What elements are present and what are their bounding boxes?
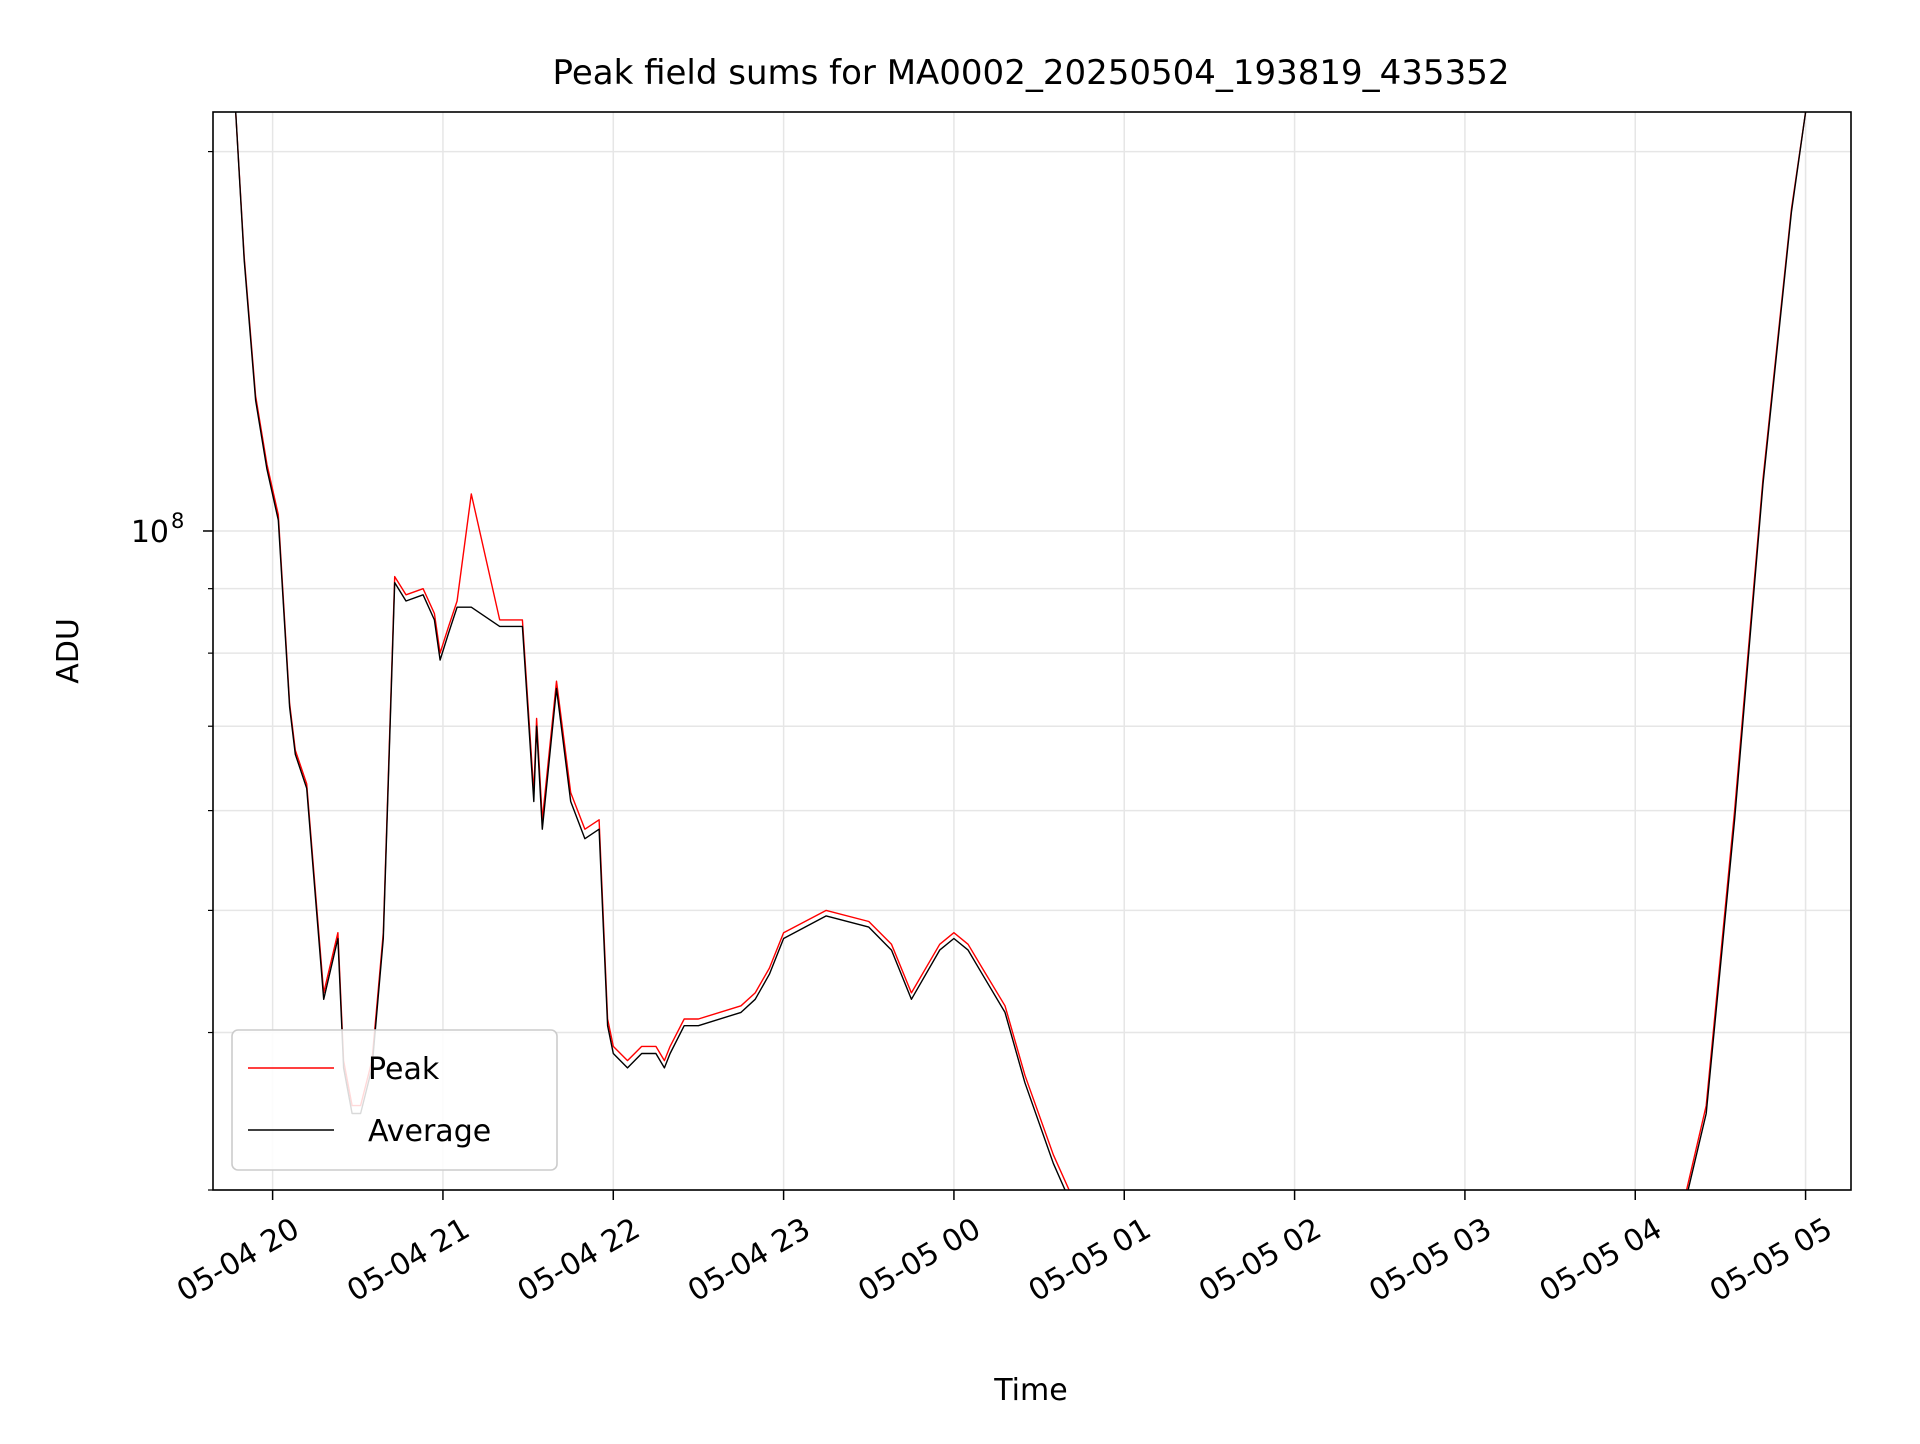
legend-label-peak: Peak [368,1052,440,1087]
legend: Peak Average [231,1029,558,1171]
legend-box [231,1029,558,1171]
y-axis-ticks: 10 8 [131,150,213,1191]
y-tick-label: 10 [131,515,169,550]
y-axis-label: ADU [51,618,86,684]
y-tick-label-exponent: 8 [171,509,184,533]
legend-label-average: Average [368,1114,491,1149]
plot-frame [212,111,1852,1191]
x-axis-label: Time [993,1373,1067,1408]
chart-title: Peak field sums for MA0002_20250504_1938… [553,53,1510,93]
